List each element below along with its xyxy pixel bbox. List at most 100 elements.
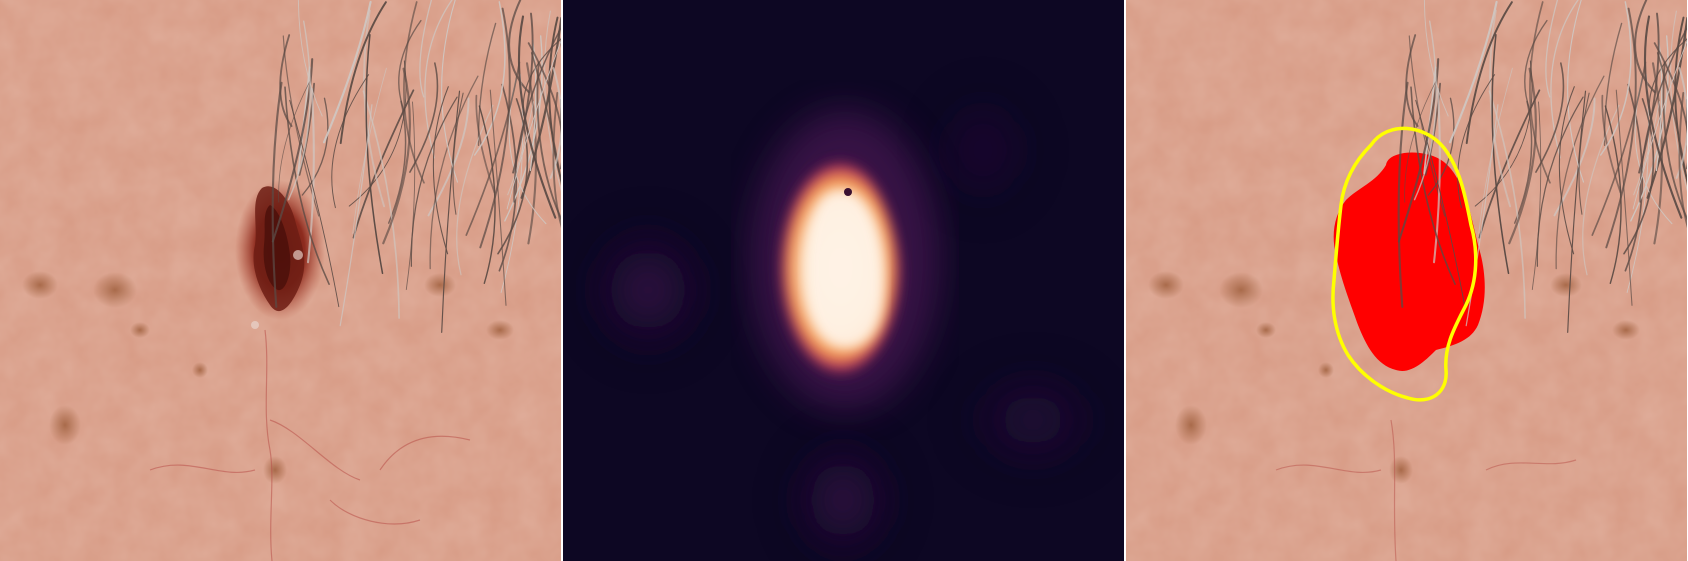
hair-strand — [1553, 97, 1596, 217]
hair-strand — [284, 86, 330, 285]
hair-strand — [527, 42, 561, 170]
hair-strand — [1465, 104, 1499, 327]
hair-strand — [339, 1, 387, 145]
hair-strand — [1591, 61, 1647, 236]
hair-strand — [297, 0, 323, 117]
hair-strand — [1646, 17, 1687, 199]
hair-strand — [1529, 1, 1551, 184]
hair-strand — [382, 67, 411, 245]
lesion — [235, 180, 325, 329]
hair-strand — [1605, 7, 1637, 249]
brown-spot — [1612, 320, 1640, 340]
hair-strand — [478, 105, 496, 284]
hair-strand — [1653, 42, 1687, 170]
hair-strand — [1599, 1, 1632, 156]
hair-strand — [489, 89, 507, 306]
brown-spot — [1219, 272, 1263, 308]
hair-strand — [1488, 90, 1526, 319]
brown-spot — [49, 405, 81, 445]
hair-strand — [331, 74, 370, 209]
brown-spot — [263, 456, 287, 484]
hair-strand — [520, 17, 561, 199]
hair-strand — [497, 98, 529, 255]
hair-strand — [549, 67, 561, 179]
hair-strand — [1615, 89, 1633, 306]
hair-strand — [508, 0, 530, 94]
brown-spot — [486, 320, 514, 340]
hair-strand — [517, 15, 557, 219]
hair-strand — [1675, 67, 1687, 179]
hair-strand — [1582, 104, 1620, 276]
hair-strand — [429, 75, 479, 270]
hair-strand — [287, 20, 311, 201]
hair-strand — [1448, 0, 1498, 144]
hair-strand — [441, 0, 459, 183]
hair-strand — [1404, 79, 1437, 203]
hair-strand — [1623, 98, 1655, 255]
hair-strand — [1555, 75, 1605, 270]
vessels — [149, 329, 471, 561]
brown-spot — [1148, 271, 1184, 299]
hair-strand — [1662, 61, 1687, 221]
hair-strand — [1397, 81, 1409, 308]
prediction-mask — [1333, 152, 1485, 371]
brown-spot — [1389, 456, 1413, 484]
hair-strand — [473, 1, 506, 156]
heatmap-faint-regions — [578, 80, 1113, 561]
hair-strand — [409, 62, 439, 173]
hair-strand — [1531, 101, 1542, 291]
hair — [1397, 0, 1687, 333]
hair-strand — [432, 86, 449, 255]
brown-spot — [93, 272, 137, 308]
hair-strand — [1513, 100, 1533, 224]
hair-strand — [1683, 30, 1687, 49]
hair-strand — [536, 61, 561, 221]
brown-spot — [192, 362, 208, 378]
hair-strand — [1465, 1, 1513, 145]
hair-strand — [1632, 40, 1687, 210]
hair-strand — [362, 90, 400, 319]
hair-strand — [1415, 99, 1466, 308]
hair-strand — [1604, 105, 1622, 284]
brown-spots — [1148, 271, 1640, 484]
brown-spot — [424, 273, 456, 297]
hair-strand — [479, 7, 511, 249]
overlay-image — [1126, 0, 1687, 561]
input-image-panel — [0, 0, 561, 561]
hair-strand — [427, 97, 470, 217]
brown-spot — [1318, 362, 1334, 378]
hair-strand — [301, 97, 329, 196]
hair-strand — [322, 0, 372, 144]
hair-strand — [387, 100, 407, 224]
hair-strand — [1578, 92, 1590, 215]
hair-strand — [1678, 91, 1687, 228]
hair-strand — [1634, 0, 1656, 94]
overlay-panel — [1126, 0, 1687, 561]
hair-strand — [405, 101, 416, 291]
ground-truth-contour — [1331, 126, 1478, 402]
hair-strand — [1633, 101, 1661, 196]
hair-strand — [1508, 67, 1537, 245]
hair-strand — [1601, 94, 1622, 194]
hair-strand — [1410, 86, 1456, 285]
hair-strand — [475, 94, 496, 194]
skin-image — [0, 0, 561, 561]
hair-strand — [507, 101, 535, 196]
hair-strand — [306, 87, 315, 264]
hair-strand — [1643, 15, 1683, 219]
brown-spot — [130, 322, 150, 338]
heatmap-hotspot — [750, 110, 940, 410]
brown-spot — [1550, 273, 1582, 297]
hair-strand — [1432, 87, 1441, 264]
hair-strand — [278, 79, 311, 203]
hair-strand — [557, 30, 561, 49]
hair-strand — [1545, 0, 1559, 98]
hair-strand — [363, 9, 386, 208]
brown-spots — [22, 271, 514, 484]
hair-strand — [339, 104, 373, 327]
hair-strand — [1550, 0, 1579, 159]
hair-strand — [403, 1, 425, 184]
heatmap-image — [563, 0, 1124, 561]
brown-spot — [1256, 322, 1276, 338]
